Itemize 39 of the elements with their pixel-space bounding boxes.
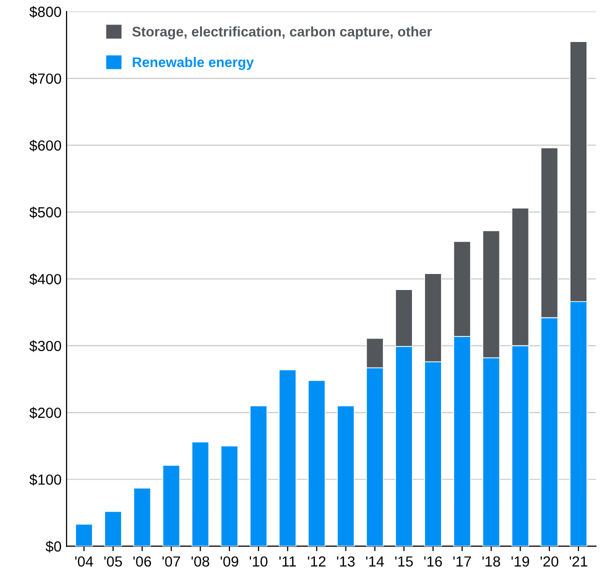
y-tick-label: $700 [29,72,62,85]
x-tick-label: '12 [308,556,326,566]
bar [336,405,355,546]
x-tick-label: '07 [162,556,180,567]
x-tick-label: '11 [279,556,296,566]
bar [75,524,93,546]
bar [220,446,238,546]
bar [133,488,152,546]
bar [191,442,210,546]
x-tick-label: '08 [192,556,210,567]
x-tick-label: '09 [220,556,238,567]
x-tick-label: '10 [250,556,268,567]
y-tick-label: $600 [29,140,62,152]
x-tick-label: '15 [395,556,413,567]
x-tick-label: '17 [453,556,471,566]
x-tick-label: '04 [75,556,94,567]
legend-label: Renewable energy [132,56,254,70]
bar [104,511,122,546]
y-tick-label: $800 [29,6,62,18]
y-tick-label: $400 [29,273,62,286]
legend-label: Storage, electrification, carbon capture, other [132,26,432,40]
x-tick-label: '05 [104,556,122,567]
x-tick-label: '18 [482,556,500,567]
bar [308,380,326,546]
x-tick-label: '06 [133,556,152,567]
x-tick-label: '19 [512,556,530,567]
bar [162,464,180,546]
x-tick-label: '20 [540,556,558,567]
x-tick-label: '21 [570,556,588,566]
y-tick-label: $300 [29,340,62,352]
x-tick-label: '13 [337,556,355,567]
x-tick-label: '14 [366,556,384,566]
y-tick-label: $0 [46,540,62,553]
y-tick-label: $100 [29,474,62,486]
bar [250,405,268,546]
x-tick-label: '16 [424,556,442,567]
y-tick-label: $500 [29,206,62,218]
y-tick-label: $200 [29,407,62,419]
bar [278,369,296,546]
